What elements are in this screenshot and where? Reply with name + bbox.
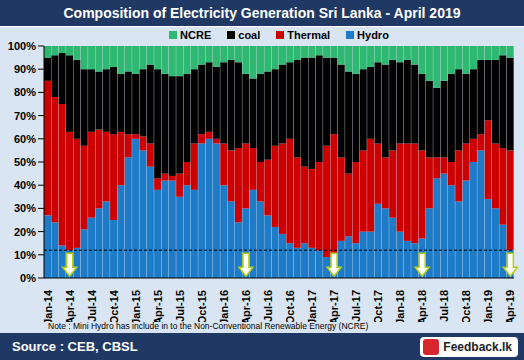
- svg-text:Oct-18: Oct-18: [460, 290, 472, 322]
- svg-text:Jan-17: Jan-17: [306, 290, 318, 322]
- svg-text:Jul-16: Jul-16: [262, 290, 274, 322]
- html-text:Composition of Electricity Gen: Composition of Electricity Generation Sr…: [63, 5, 461, 21]
- html-text:NCRE: NCRE: [180, 29, 212, 41]
- svg-text:Jan-18: Jan-18: [394, 290, 406, 322]
- svg-text:Oct-14: Oct-14: [108, 289, 120, 322]
- svg-text:Jul-17: Jul-17: [350, 290, 362, 322]
- svg-text:Apr-15: Apr-15: [152, 290, 164, 322]
- svg-text:Oct-15: Oct-15: [196, 290, 208, 322]
- svg-text:Jul-18: Jul-18: [438, 290, 450, 322]
- svg-text:70%: 70%: [14, 110, 36, 122]
- svg-text:Jan-19: Jan-19: [482, 290, 494, 322]
- html-text:Feedback.lk: Feedback.lk: [443, 339, 512, 354]
- svg-text:100%: 100%: [8, 40, 36, 52]
- svg-text:Jul-14: Jul-14: [86, 289, 98, 322]
- svg-text:Apr-16: Apr-16: [240, 290, 252, 322]
- html-text:Hydro: Hydro: [357, 29, 389, 41]
- svg-text:90%: 90%: [14, 63, 36, 75]
- svg-text:20%: 20%: [14, 226, 36, 238]
- svg-text:Apr-18: Apr-18: [416, 290, 428, 322]
- svg-text:80%: 80%: [14, 86, 36, 98]
- svg-text:40%: 40%: [14, 179, 36, 191]
- html-text:coal: coal: [238, 29, 261, 41]
- svg-text:60%: 60%: [14, 133, 36, 145]
- html-text:Source : CEB, CBSL: Source : CEB, CBSL: [12, 339, 138, 354]
- html-text:Thermal: Thermal: [287, 29, 331, 41]
- svg-text:Oct-16: Oct-16: [284, 290, 296, 322]
- html-text:Note : Mini Hydro has include: Note : Mini Hydro has include in to the …: [48, 321, 369, 331]
- svg-text:0%: 0%: [20, 272, 36, 284]
- svg-text:Oct-17: Oct-17: [372, 290, 384, 322]
- svg-text:Jan-16: Jan-16: [218, 290, 230, 322]
- svg-text:Jan-14: Jan-14: [42, 289, 54, 322]
- svg-text:Jan-15: Jan-15: [130, 290, 142, 322]
- svg-text:Jul-15: Jul-15: [174, 290, 186, 322]
- svg-text:10%: 10%: [14, 249, 36, 261]
- svg-text:30%: 30%: [14, 202, 36, 214]
- svg-text:Apr-14: Apr-14: [64, 289, 76, 322]
- svg-text:50%: 50%: [14, 156, 36, 168]
- svg-text:Apr-17: Apr-17: [328, 290, 340, 322]
- svg-text:Apr-19: Apr-19: [504, 290, 516, 322]
